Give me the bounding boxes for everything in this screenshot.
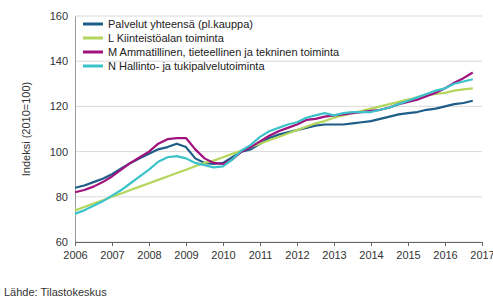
grid-line (75, 106, 482, 107)
x-tick-mark (75, 242, 76, 246)
y-tick: 60 (56, 236, 75, 248)
legend-swatch (83, 51, 103, 54)
chart: 60 80 100 120 140 160 2006 2007 2008 2009 2010 2011… (0, 0, 493, 304)
y-axis-title: Indeksi (2010=100) (20, 82, 32, 176)
grid-line (75, 196, 482, 197)
series-line (75, 88, 473, 210)
y-axis-line (75, 17, 76, 243)
x-tick-label: 2008 (137, 249, 161, 261)
grid (75, 16, 482, 242)
x-tick-mark (112, 242, 113, 246)
legend-label: L Kiinteistöalan toiminta (108, 32, 225, 44)
x-tick-mark (223, 242, 224, 246)
x-tick-label: 2016 (433, 249, 457, 261)
x-tick: 2009 (174, 242, 198, 261)
x-tick-mark (445, 242, 446, 246)
x-tick: 2007 (100, 242, 124, 261)
x-tick: 2011 (249, 242, 273, 261)
x-tick-label: 2009 (174, 249, 198, 261)
y-tick: 160 (50, 10, 75, 22)
x-tick: 2012 (285, 242, 309, 261)
y-tick-label: 160 (50, 10, 68, 22)
x-tick-label: 2017 (470, 249, 493, 261)
series-line (75, 101, 473, 188)
x-tick: 2010 (211, 242, 235, 261)
x-tick-mark (297, 242, 298, 246)
legend-swatch (83, 65, 103, 68)
x-tick-label: 2011 (249, 249, 273, 261)
x-tick: 2016 (433, 242, 457, 261)
y-tick: 120 (50, 100, 75, 112)
x-tick: 2014 (359, 242, 383, 261)
x-tick-mark (186, 242, 187, 246)
x-tick-label: 2012 (285, 249, 309, 261)
y-tick-label: 100 (50, 146, 68, 158)
y-tick-label: 80 (56, 191, 68, 203)
plot-area (75, 73, 473, 214)
series-line (75, 73, 473, 193)
legend-label: M Ammatillinen, tieteellinen ja tekninen… (108, 46, 340, 58)
legend-swatch (83, 23, 103, 26)
y-tick-label: 140 (50, 55, 68, 67)
x-tick: 2006 (63, 242, 87, 261)
x-tick-mark (149, 242, 150, 246)
y-tick-label: 60 (56, 236, 68, 248)
x-tick: 2008 (137, 242, 161, 261)
x-axis: 2006 2007 2008 2009 2010 2011 2012 2013 2014 2015… (63, 242, 493, 261)
y-tick: 80 (56, 191, 75, 203)
x-tick: 2015 (396, 242, 420, 261)
y-tick: 140 (50, 55, 75, 67)
x-tick: 2017 (470, 242, 493, 261)
y-tick-label: 120 (50, 100, 68, 112)
x-tick: 2013 (322, 242, 346, 261)
x-tick-mark (482, 242, 483, 246)
y-axis: 60 80 100 120 140 160 (50, 10, 76, 248)
x-tick-mark (371, 242, 372, 246)
legend: Palvelut yhteensä (pl.kauppa) L Kiinteist… (83, 18, 340, 72)
legend-swatch (83, 37, 103, 40)
x-tick-label: 2015 (396, 249, 420, 261)
legend-label: N Hallinto- ja tukipalvelutoiminta (108, 60, 265, 72)
x-tick-mark (260, 242, 261, 246)
x-tick-label: 2010 (211, 249, 235, 261)
legend-label: Palvelut yhteensä (pl.kauppa) (108, 18, 253, 30)
x-tick-mark (334, 242, 335, 246)
grid-line (75, 16, 482, 17)
x-tick-label: 2007 (100, 249, 124, 261)
series-line (75, 79, 473, 213)
x-tick-mark (408, 242, 409, 246)
grid-line (75, 151, 482, 152)
source: Lähde: Tilastokeskus (4, 286, 107, 298)
x-tick-label: 2006 (63, 249, 87, 261)
x-tick-label: 2014 (359, 249, 383, 261)
x-tick-label: 2013 (322, 249, 346, 261)
x-axis-line (76, 243, 483, 247)
y-tick: 100 (50, 146, 75, 158)
